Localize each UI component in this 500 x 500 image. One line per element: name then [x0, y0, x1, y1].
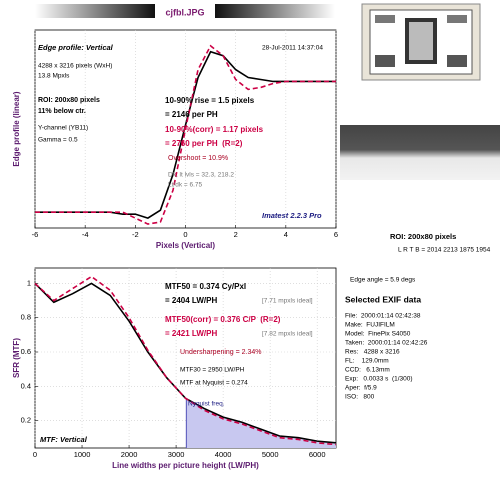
x-tick-label: 3000: [168, 450, 185, 459]
annotation: Imatest 2.2.3 Pro: [262, 211, 322, 220]
edge-angle: Edge angle = 5.9 degs: [350, 277, 416, 284]
annotation: Gamma = 0.5: [38, 137, 78, 144]
x-tick-label: 6: [334, 230, 338, 239]
nyquist-area: [186, 398, 336, 448]
exif-line: Exp: 0.0033 s (1/300): [345, 376, 413, 383]
x-axis-label: Line widths per picture height (LW/PH): [112, 461, 259, 470]
annotation: 4288 x 3216 pixels (WxH): [38, 63, 112, 70]
gray-bar: [215, 4, 335, 18]
annotation: = 2421 LW/PH: [165, 329, 217, 338]
y-axis-label: SFR (MTF): [12, 338, 21, 378]
x-tick-label: 5000: [262, 450, 279, 459]
annotation: 10-90% rise = 1.5 pixels: [165, 96, 255, 105]
plot-area: [34, 267, 337, 449]
annotation: Y-channel (YB11): [38, 125, 88, 132]
annotation: Nyquist freq.: [188, 401, 225, 408]
y-axis-label: Edge profile (linear): [12, 91, 21, 166]
exif-line: Model: FinePix S4050: [345, 331, 411, 338]
annotation: MTF50 = 0.374 Cy/Pxl: [165, 282, 246, 291]
x-tick-label: 2000: [121, 450, 138, 459]
series-line: [35, 44, 336, 225]
annotation: 11% below ctr.: [38, 108, 86, 115]
x-tick-label: 0: [183, 230, 187, 239]
x-tick-label: 1000: [74, 450, 91, 459]
roi-label: ROI: 200x80 pixels: [390, 232, 456, 241]
x-tick-label: -4: [82, 230, 89, 239]
annotation: Dk, lt lvls = 32.3, 218.2: [168, 172, 234, 179]
annotation: MTF30 = 2950 LW/PH: [180, 367, 245, 374]
exif-title: Selected EXIF data: [345, 294, 421, 304]
chart-title: cjfbl.JPG: [165, 7, 204, 17]
x-tick-label: -2: [132, 230, 139, 239]
exif-line: Res: 4288 x 3216: [345, 349, 400, 356]
annotation: Lt/dk = 6.75: [168, 182, 203, 189]
annotation: 28-Jul-2011 14:37:04: [262, 45, 323, 52]
annotation: [7.82 mpxls ideal]: [262, 331, 313, 338]
annotation: 13.8 Mpxls: [38, 73, 70, 80]
x-tick-label: 0: [33, 450, 37, 459]
x-tick-label: -6: [32, 230, 39, 239]
x-axis-label: Pixels (Vertical): [156, 241, 215, 250]
exif-list: File: 2000:01:14 02:42:38 Make: FUJIFILM M…: [345, 313, 428, 401]
annotation: Edge profile: Vertical: [38, 43, 114, 52]
annotation: MTF at Nyquist = 0.274: [180, 380, 248, 387]
gray-bar: [35, 4, 155, 18]
exif-line: Aper: f/5.9: [345, 385, 377, 392]
annotation: = 2404 LW/PH: [165, 296, 217, 305]
exif-line: ISO: 800: [345, 394, 375, 401]
exif-line: CCD: 6.13mm: [345, 367, 390, 374]
series-line: [34, 275, 337, 446]
x-tick-label: 2: [234, 230, 238, 239]
annotation: [7.71 mpxls ideal]: [262, 298, 313, 305]
exif-line: FL: 129.0mm: [345, 358, 389, 365]
y-tick-label: 0.6: [21, 347, 31, 356]
lrtb: L R T B = 2014 2213 1875 1954: [398, 247, 491, 254]
annotation: = 2760 per PH (R=2): [165, 139, 243, 148]
x-tick-label: 6000: [309, 450, 326, 459]
annotation: Overshoot = 10.9%: [168, 155, 228, 162]
edge-roi: [340, 125, 500, 180]
y-tick-label: 0.2: [21, 416, 31, 425]
y-tick-label: 1: [27, 278, 31, 287]
annotation: Undersharpening = 2.34%: [180, 349, 262, 356]
x-tick-label: 4: [284, 230, 288, 239]
y-tick-label: 0.8: [21, 313, 31, 322]
y-tick-label: 0.4: [21, 381, 31, 390]
exif-line: Make: FUJIFILM: [345, 322, 395, 329]
annotation: MTF: Vertical: [40, 435, 88, 444]
annotation: 10-90%(corr) = 1.17 pixels: [165, 125, 264, 134]
annotation: MTF50(corr) = 0.376 C/P (R=2): [165, 315, 281, 324]
exif-line: File: 2000:01:14 02:42:38: [345, 313, 421, 320]
thumbnail: [361, 3, 481, 81]
annotation: = 2146 per PH: [165, 110, 218, 119]
annotation: ROI: 200x80 pixels: [38, 97, 100, 104]
exif-line: Taken: 2000:01:14 02:42:26: [345, 340, 428, 347]
x-tick-label: 4000: [215, 450, 232, 459]
